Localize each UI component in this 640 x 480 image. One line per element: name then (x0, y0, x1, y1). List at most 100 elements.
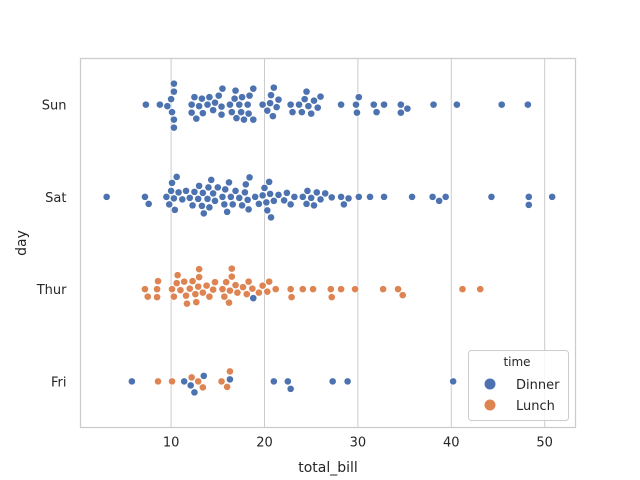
point-sat-dinner (223, 207, 232, 216)
point-sun-dinner (249, 84, 258, 93)
point-sat-dinner (283, 188, 291, 197)
point-sun-dinner (268, 112, 277, 121)
point-thur-lunch (141, 285, 149, 294)
point-sun-dinner (372, 108, 381, 117)
y-tick-label-sun: Sun (42, 99, 67, 114)
point-sat-dinner (441, 192, 450, 201)
point-sat-dinner (303, 186, 312, 195)
point-thur-lunch (226, 286, 234, 295)
point-thur-lunch (225, 298, 233, 307)
point-sat-dinner (226, 192, 235, 201)
point-sat-dinner (198, 188, 207, 197)
data-points (102, 79, 557, 397)
point-sat-dinner (337, 192, 345, 201)
point-sun-dinner (313, 103, 322, 112)
point-sun-dinner (316, 92, 325, 101)
point-sun-dinner (272, 103, 281, 112)
point-sun-dinner (304, 102, 313, 111)
point-sun-dinner (211, 98, 219, 107)
point-fri-dinner (186, 381, 195, 390)
point-sun-dinner (203, 100, 212, 109)
x-tick-label-30: 30 (350, 436, 367, 451)
point-sat-dinner (225, 178, 233, 187)
x-tick-labels: 10 20 30 40 50 (163, 436, 553, 451)
point-sat-dinner (190, 187, 199, 196)
point-sun-dinner (169, 87, 178, 96)
point-sat-dinner (205, 203, 214, 212)
point-sat-dinner (169, 194, 178, 203)
point-sun-dinner (209, 106, 218, 115)
point-sat-dinner (266, 189, 274, 198)
point-thur-lunch (192, 298, 201, 307)
point-sun-dinner (187, 108, 196, 117)
point-fri-dinner (328, 377, 337, 386)
point-sun-dinner (380, 100, 388, 109)
point-sat-dinner (235, 193, 244, 202)
legend-label-dinner: Dinner (516, 378, 560, 393)
x-tick-label-20: 20 (256, 436, 273, 451)
point-thur-dinner (249, 294, 258, 303)
point-sun-dinner (244, 109, 253, 118)
point-sat-dinner (251, 192, 260, 201)
point-sat-dinner (231, 186, 240, 195)
point-sat-dinner (182, 186, 190, 195)
point-thur-lunch (183, 299, 191, 308)
plot-frame (79, 57, 577, 429)
point-sat-dinner (307, 193, 316, 202)
point-sun-dinner (235, 100, 244, 109)
point-sat-dinner (327, 193, 336, 202)
point-fri-lunch (217, 377, 226, 386)
point-sun-dinner (396, 100, 405, 109)
x-axis-label: total_bill (298, 460, 358, 476)
point-sun-dinner (226, 100, 234, 109)
point-sun-dinner (163, 102, 172, 111)
point-fri-dinner (226, 375, 234, 384)
point-sat-dinner (262, 198, 271, 207)
point-thur-lunch (231, 281, 240, 290)
point-sat-dinner (168, 178, 176, 187)
point-sat-dinner (211, 196, 219, 205)
point-thur-lunch (172, 279, 181, 288)
point-sat-dinner (199, 209, 208, 218)
point-sat-dinner (310, 201, 318, 210)
y-tick-label-sat: Sat (45, 191, 66, 206)
point-thur-lunch (182, 291, 190, 300)
point-sun-dinner (295, 100, 303, 109)
point-sun-dinner (141, 100, 150, 109)
point-sat-dinner (162, 192, 171, 201)
point-fri-dinner (283, 377, 292, 386)
point-sat-dinner (207, 175, 216, 184)
point-thur-lunch (263, 287, 272, 296)
point-sat-dinner (188, 201, 197, 210)
legend-marker-lunch (484, 399, 496, 411)
point-sun-dinner (523, 100, 532, 109)
x-tick-label-50: 50 (536, 436, 553, 451)
point-sat-dinner (178, 195, 187, 204)
point-sat-dinner (220, 200, 229, 209)
point-sun-dinner (337, 100, 345, 109)
point-sat-dinner (408, 192, 416, 201)
point-thur-lunch (258, 281, 267, 290)
point-fri-dinner (449, 377, 458, 386)
point-sat-dinner (548, 192, 557, 201)
point-fri-lunch (194, 377, 203, 386)
point-thur-lunch (287, 293, 296, 302)
point-sun-dinner (169, 79, 178, 88)
point-sun-dinner (187, 100, 196, 109)
point-fri-lunch (168, 377, 176, 386)
point-sun-dinner (297, 108, 306, 117)
point-thur-lunch (202, 281, 211, 290)
point-sun-dinner (452, 100, 461, 109)
point-sun-dinner (396, 108, 405, 117)
legend: time Dinner Lunch (468, 350, 569, 421)
point-sun-dinner (302, 87, 311, 96)
point-sat-dinner (524, 192, 533, 201)
point-sat-dinner (267, 213, 275, 222)
point-thur-lunch (248, 284, 257, 293)
point-thur-lunch (298, 285, 307, 294)
point-sat-dinner (524, 200, 533, 209)
y-tick-labels: Sun Sat Thur Fri (36, 99, 67, 391)
point-sun-dinner (354, 93, 363, 102)
y-axis-label: day (14, 230, 30, 256)
point-sun-dinner (169, 123, 178, 132)
